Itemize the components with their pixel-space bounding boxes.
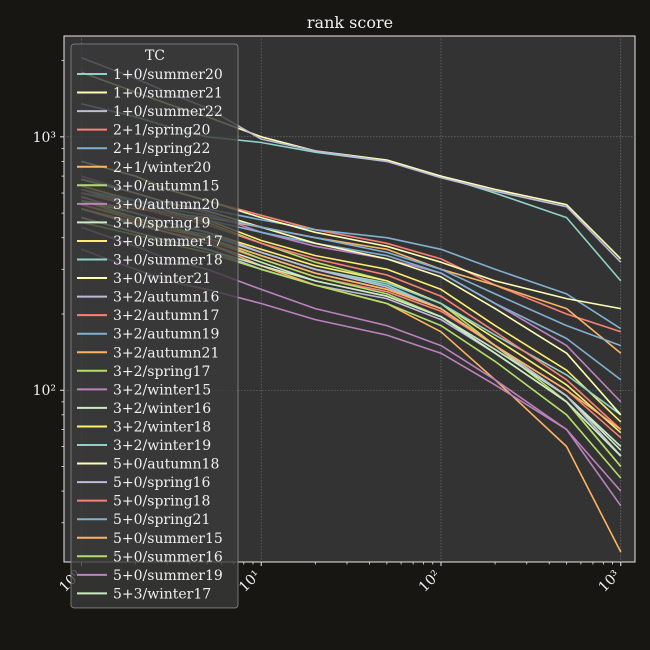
legend-label: 3+2/autumn16 [113, 290, 219, 306]
legend: TC 1+0/summer20 1+0/summer21 1+0/summer22 2+… [70, 43, 239, 609]
legend-label: 1+0/summer22 [113, 104, 223, 120]
legend-label: 5+0/spring21 [113, 512, 210, 528]
legend-label: 1+0/summer21 [113, 86, 223, 102]
legend-label: 3+2/spring17 [113, 364, 210, 380]
x-tick-label: 10¹ [236, 568, 264, 596]
x-tick-label: 10² [416, 568, 444, 596]
legend-label: 5+0/spring18 [113, 494, 210, 510]
legend-label: 2+1/spring22 [113, 141, 210, 157]
legend-label: 5+0/summer16 [113, 549, 223, 565]
legend-label: 3+0/spring19 [113, 215, 210, 231]
legend-label: 3+0/autumn20 [113, 197, 219, 213]
legend-label: 5+3/winter17 [113, 586, 211, 602]
legend-label: 3+0/autumn15 [113, 178, 219, 194]
legend-label: 2+1/winter20 [113, 160, 211, 176]
legend-label: 5+0/summer15 [113, 531, 223, 547]
legend-label: 3+2/winter18 [113, 419, 211, 435]
legend-label: 3+2/winter19 [113, 438, 211, 454]
legend-label: 3+2/autumn17 [113, 308, 219, 324]
legend-label: 3+2/winter16 [113, 401, 211, 417]
legend-title: TC [145, 48, 165, 64]
legend-label: 3+0/summer17 [113, 234, 223, 250]
legend-label: 3+2/autumn21 [113, 345, 219, 361]
x-tick-label: 10³ [596, 568, 624, 596]
legend-label: 5+0/spring16 [113, 475, 210, 491]
legend-label: 3+0/summer18 [113, 253, 223, 269]
legend-label: 2+1/spring20 [113, 123, 210, 139]
legend-label: 5+0/autumn18 [113, 457, 219, 473]
legend-label: 3+2/autumn19 [113, 327, 219, 343]
chart-title: rank score [307, 13, 393, 32]
y-tick-label: 10³ [33, 130, 56, 146]
legend-box [70, 43, 239, 609]
legend-label: 3+0/winter21 [113, 271, 211, 287]
legend-label: 1+0/summer20 [113, 67, 223, 83]
y-tick-label: 10² [33, 383, 56, 399]
legend-label: 3+2/winter15 [113, 382, 211, 398]
legend-label: 5+0/summer19 [113, 568, 223, 584]
